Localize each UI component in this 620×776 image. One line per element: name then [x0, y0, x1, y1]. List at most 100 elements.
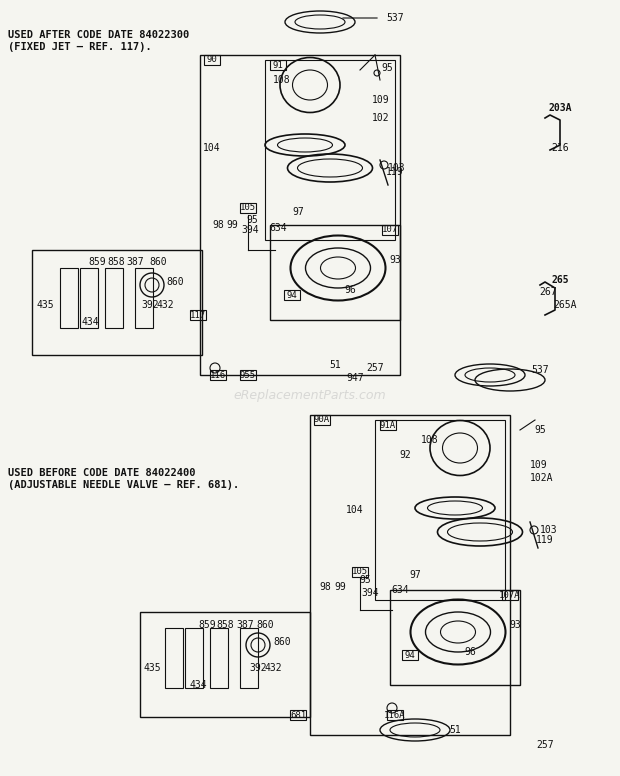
Bar — [375, 420, 505, 600]
Text: 103: 103 — [540, 525, 557, 535]
Text: 105: 105 — [352, 567, 368, 577]
Text: 96: 96 — [464, 647, 476, 657]
Bar — [314, 415, 330, 425]
Text: 99: 99 — [226, 220, 238, 230]
Bar — [204, 55, 220, 65]
Text: 265A: 265A — [553, 300, 577, 310]
Text: 537: 537 — [531, 365, 549, 375]
Text: 859: 859 — [198, 620, 216, 630]
Text: 434: 434 — [81, 317, 99, 327]
Text: 95: 95 — [534, 425, 546, 435]
Text: 103: 103 — [388, 163, 405, 173]
Text: 102A: 102A — [530, 473, 554, 483]
Text: 94: 94 — [286, 290, 298, 300]
Text: 51: 51 — [449, 725, 461, 735]
Text: 435: 435 — [143, 663, 161, 673]
Text: 107A: 107A — [499, 591, 521, 600]
Text: 95: 95 — [359, 575, 371, 585]
Text: 265: 265 — [551, 275, 569, 285]
Text: 108: 108 — [273, 75, 291, 85]
Text: 387: 387 — [126, 257, 144, 267]
Text: 858: 858 — [216, 620, 234, 630]
Text: 432: 432 — [156, 300, 174, 310]
Text: (FIXED JET – REF. 117).: (FIXED JET – REF. 117). — [8, 42, 152, 52]
Text: 104: 104 — [203, 143, 221, 153]
Bar — [165, 628, 183, 688]
Bar — [200, 55, 400, 375]
Text: 96: 96 — [344, 285, 356, 295]
Text: 634: 634 — [269, 223, 287, 233]
Bar — [270, 225, 400, 320]
Text: eReplacementParts.com: eReplacementParts.com — [234, 389, 386, 401]
Text: 947: 947 — [346, 373, 364, 383]
Bar — [190, 310, 206, 320]
Text: 203A: 203A — [548, 103, 572, 113]
Text: 90: 90 — [206, 56, 218, 64]
Text: 257: 257 — [366, 363, 384, 373]
Bar — [60, 268, 78, 328]
Text: USED AFTER CODE DATE 84022300: USED AFTER CODE DATE 84022300 — [8, 30, 189, 40]
Bar — [185, 628, 203, 688]
Text: 537: 537 — [386, 13, 404, 23]
Text: 216: 216 — [551, 143, 569, 153]
Bar — [240, 203, 256, 213]
Text: 98: 98 — [319, 582, 331, 592]
Bar — [310, 415, 510, 735]
Text: 94: 94 — [405, 650, 415, 660]
Bar — [240, 628, 258, 688]
Bar — [32, 250, 202, 355]
Text: 860: 860 — [256, 620, 274, 630]
Text: 108: 108 — [421, 435, 439, 445]
Text: 99: 99 — [334, 582, 346, 592]
Text: 116A: 116A — [384, 711, 405, 719]
Text: 257: 257 — [536, 740, 554, 750]
Text: 109: 109 — [530, 460, 547, 470]
Bar — [290, 710, 306, 720]
Text: 387: 387 — [236, 620, 254, 630]
Text: 117: 117 — [190, 310, 206, 320]
Text: 109: 109 — [372, 95, 389, 105]
Text: 681: 681 — [290, 711, 306, 719]
Text: USED BEFORE CODE DATE 84022400: USED BEFORE CODE DATE 84022400 — [8, 468, 195, 478]
Text: 90A: 90A — [314, 415, 330, 424]
Bar — [270, 60, 286, 70]
Text: 955: 955 — [240, 370, 256, 379]
Bar — [210, 370, 226, 380]
Bar — [80, 268, 98, 328]
Bar — [284, 290, 300, 300]
Bar — [135, 268, 153, 328]
Text: 107: 107 — [382, 226, 398, 234]
Text: 97: 97 — [409, 570, 421, 580]
Text: 392: 392 — [141, 300, 159, 310]
Bar — [140, 612, 310, 717]
Text: 860: 860 — [149, 257, 167, 267]
Text: 97: 97 — [292, 207, 304, 217]
Text: 859: 859 — [88, 257, 106, 267]
Bar — [240, 370, 256, 380]
Text: 392: 392 — [249, 663, 267, 673]
Text: 434: 434 — [189, 680, 207, 690]
Bar — [502, 590, 518, 600]
Text: 116: 116 — [210, 370, 226, 379]
Text: 93: 93 — [389, 255, 401, 265]
Bar — [382, 225, 398, 235]
Text: 95: 95 — [246, 215, 258, 225]
Bar — [387, 710, 403, 720]
Bar — [210, 628, 228, 688]
Text: 119: 119 — [536, 535, 554, 545]
Text: 92: 92 — [399, 450, 411, 460]
Text: 432: 432 — [264, 663, 282, 673]
Text: 634: 634 — [391, 585, 409, 595]
Text: 104: 104 — [346, 505, 364, 515]
Text: 119: 119 — [386, 167, 404, 177]
Bar — [402, 650, 418, 660]
Bar — [390, 590, 520, 685]
Text: 91A: 91A — [380, 421, 396, 429]
Text: 394: 394 — [361, 588, 379, 598]
Text: 102: 102 — [372, 113, 389, 123]
Text: 105: 105 — [240, 203, 256, 213]
Text: 858: 858 — [107, 257, 125, 267]
Bar — [380, 420, 396, 430]
Text: 95: 95 — [381, 63, 393, 73]
Text: 267: 267 — [539, 287, 557, 297]
